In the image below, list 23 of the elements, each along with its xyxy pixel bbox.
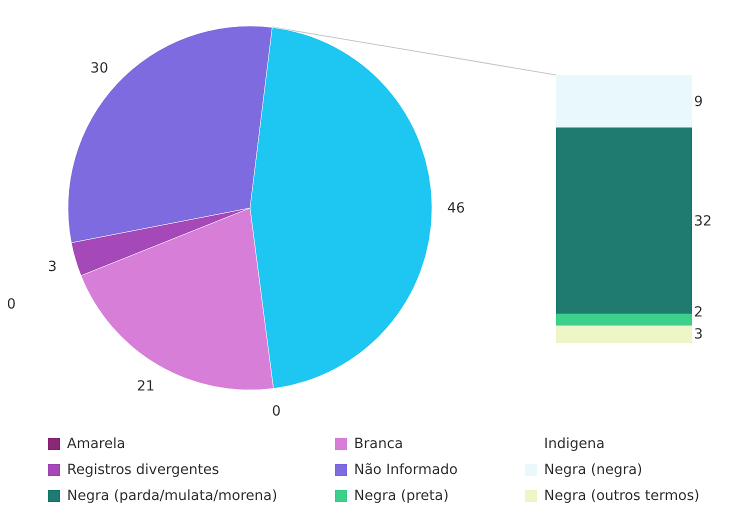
bar: [556, 75, 692, 128]
data-label: 21: [136, 378, 155, 395]
data-label: 30: [90, 60, 108, 77]
bar: [556, 314, 692, 326]
legend-label: Não Informado: [354, 462, 458, 478]
legend-label: Amarela: [67, 436, 126, 452]
data-label: 3: [694, 326, 703, 342]
data-label: 3: [48, 259, 57, 276]
legend-label: Negra (outros termos): [544, 488, 700, 504]
legend-label: Negra (parda/mulata/morena): [67, 488, 278, 504]
data-label: 9: [694, 94, 703, 110]
category-label: Indigena: [544, 436, 605, 452]
legend-label: Negra (preta): [354, 488, 449, 504]
data-label: 32: [694, 214, 712, 230]
bar: [556, 127, 692, 314]
data-label: 2: [694, 304, 703, 321]
text: 0: [272, 403, 281, 420]
text: 0: [6, 296, 16, 312]
legend-label: Branca: [354, 436, 404, 452]
data-label: 46: [447, 200, 465, 216]
legend-label: Registros divergentes: [67, 462, 219, 478]
legend-label: Negra (negra): [544, 462, 642, 478]
bar: [556, 326, 692, 343]
